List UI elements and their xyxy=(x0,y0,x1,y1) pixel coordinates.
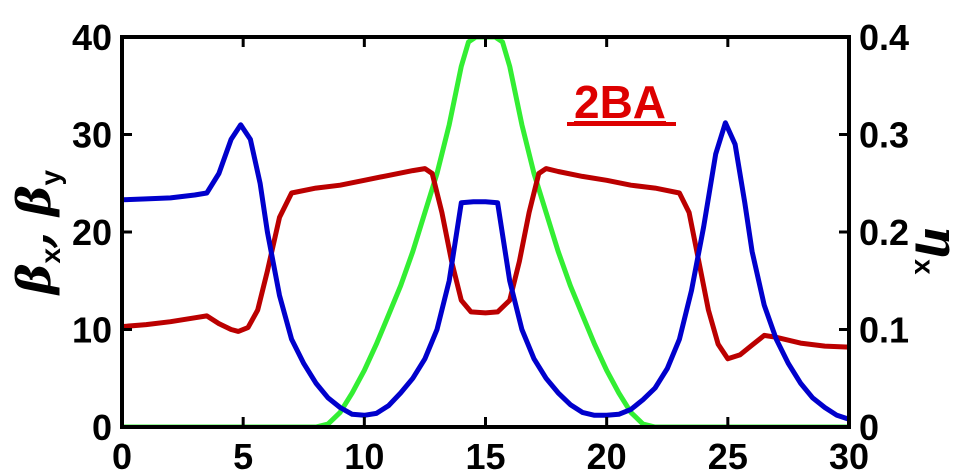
series-line-beta-y xyxy=(122,166,849,362)
x-tick-label: 20 xyxy=(587,436,627,474)
right-tick-label: 0 xyxy=(859,407,879,448)
left-label-sub-x: x xyxy=(35,248,66,264)
right-axis-label: ηx xyxy=(909,225,967,274)
x-tick-label: 0 xyxy=(112,436,132,474)
left-tick-label: 20 xyxy=(72,212,112,253)
series-line-eta-x xyxy=(122,36,849,427)
left-tick-label: 0 xyxy=(92,407,112,448)
right-tick-label: 0.4 xyxy=(859,17,909,58)
left-axis-ticks: 0 10 20 30 40 xyxy=(72,17,132,448)
left-axis-label: βx, βy xyxy=(7,169,66,296)
plot-frame xyxy=(120,35,851,429)
left-label-beta-x: β xyxy=(7,264,61,297)
left-tick-label: 40 xyxy=(72,17,112,58)
x-tick-label: 30 xyxy=(829,436,869,474)
right-label-eta: η xyxy=(914,225,967,258)
series-line-beta-x xyxy=(122,120,849,422)
x-tick-label: 10 xyxy=(344,436,384,474)
left-tick-label: 10 xyxy=(72,310,112,351)
right-label-sub-x: x xyxy=(909,259,940,275)
left-label-beta-y: , β xyxy=(7,185,61,249)
right-tick-label: 0.1 xyxy=(859,310,909,351)
annotation-2ba: 2BA xyxy=(574,76,666,128)
x-axis-ticks: 0 5 10 15 20 25 30 xyxy=(112,37,869,474)
left-label-sub-y: y xyxy=(35,169,66,185)
right-axis-ticks: 0 0.1 0.2 0.3 0.4 xyxy=(839,17,909,448)
x-tick-label: 5 xyxy=(233,436,253,474)
right-tick-label: 0.2 xyxy=(859,212,909,253)
x-tick-label: 15 xyxy=(465,436,505,474)
right-tick-label: 0.3 xyxy=(859,115,909,156)
left-tick-label: 30 xyxy=(72,115,112,156)
x-tick-label: 25 xyxy=(708,436,748,474)
plot-lines xyxy=(122,36,849,427)
